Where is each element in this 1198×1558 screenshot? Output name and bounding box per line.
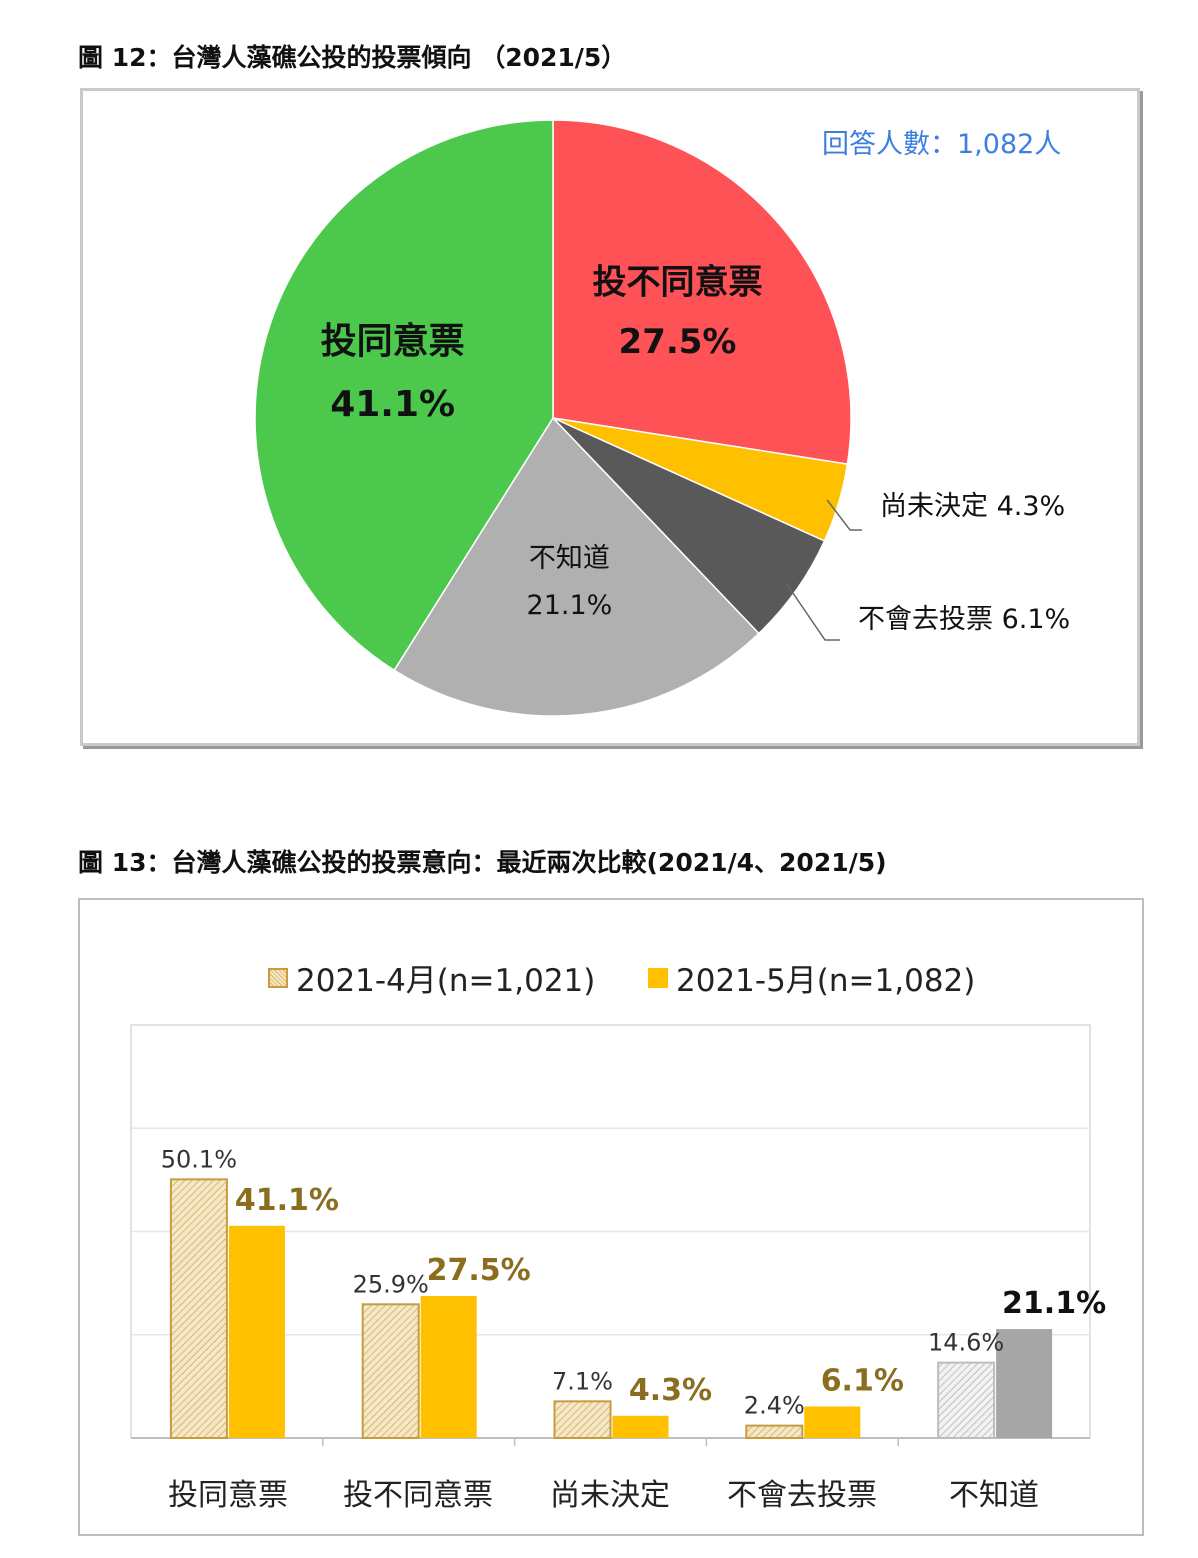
bar-value-label-2021-04: 25.9% <box>353 1270 429 1298</box>
bar-value-label-2021-04: 14.6% <box>928 1329 1004 1357</box>
pie-slice-label: 投不同意票 <box>593 263 763 303</box>
bar-2021-04 <box>745 1424 804 1439</box>
bar-value-label-2021-05: 21.1% <box>1002 1286 1106 1321</box>
bar-value-label-2021-05: 4.3% <box>629 1373 712 1408</box>
figure12-title: 圖 12：台灣人藻礁公投的投票傾向 （2021/5） <box>78 43 627 72</box>
legend-swatch-may <box>648 967 668 988</box>
pie-outside-label-name: 不會去投票 <box>858 604 1002 635</box>
bar-2021-05 <box>612 1415 669 1438</box>
bar-value-label-2021-04: 7.1% <box>552 1367 613 1395</box>
pie-leader-line <box>826 499 862 531</box>
bar-value-label-2021-05: 27.5% <box>427 1253 531 1288</box>
bar-value-label-2021-04: 50.1% <box>161 1145 237 1173</box>
pie-slice-label: 投同意票 <box>321 321 465 362</box>
bar-2021-04 <box>169 1178 228 1439</box>
bar-value-label-2021-05: 6.1% <box>821 1364 904 1399</box>
bar-value-label-2021-04: 2.4% <box>744 1392 805 1420</box>
bar-value-label-2021-05: 41.1% <box>235 1183 339 1218</box>
bar-2021-04 <box>361 1303 420 1440</box>
bar-2021-05 <box>228 1225 285 1438</box>
pie-leader-line <box>785 583 840 641</box>
legend-swatch-apr <box>268 967 288 988</box>
pie-outside-label-value: 4.3% <box>997 491 1066 522</box>
legend-item-may: 2021-5月(n=1,082) <box>648 955 975 1000</box>
pie-slice-value: 41.1% <box>330 384 455 425</box>
figure13-title: 圖 13：台灣人藻礁公投的投票意向：最近兩次比較(2021/4、2021/5) <box>78 848 887 877</box>
legend-label-may: 2021-5月(n=1,082) <box>676 963 976 999</box>
category-label: 投同意票 <box>168 1478 288 1513</box>
pie-outside-label: 不會去投票 6.1% <box>858 604 1070 635</box>
pie-slice <box>393 416 760 717</box>
bar-2021-04 <box>553 1400 612 1439</box>
category-label: 不會去投票 <box>727 1478 877 1513</box>
pie-slice-label: 不知道 <box>529 543 610 574</box>
bar-2021-05 <box>420 1296 477 1438</box>
bar-2021-04 <box>937 1361 996 1439</box>
bar-2021-05 <box>804 1406 861 1438</box>
category-label: 尚未決定 <box>550 1478 670 1513</box>
pie-slice-value: 27.5% <box>619 322 737 362</box>
legend-item-apr: 2021-4月(n=1,021) <box>268 955 595 1000</box>
respondents-count: 回答人數：1,082人 <box>822 129 1062 160</box>
pie-outside-label: 尚未決定 4.3% <box>880 491 1065 522</box>
pie-slice-value: 21.1% <box>527 590 613 621</box>
category-label: 不知道 <box>949 1478 1039 1513</box>
pie-slice <box>254 119 554 672</box>
pie-outside-label-name: 尚未決定 <box>880 491 997 522</box>
pie-outside-label-value: 6.1% <box>1002 604 1071 635</box>
pie-slice <box>552 119 852 465</box>
bar-2021-05 <box>996 1329 1053 1438</box>
category-label: 投不同意票 <box>343 1478 493 1513</box>
legend-label-apr: 2021-4月(n=1,021) <box>296 963 596 999</box>
